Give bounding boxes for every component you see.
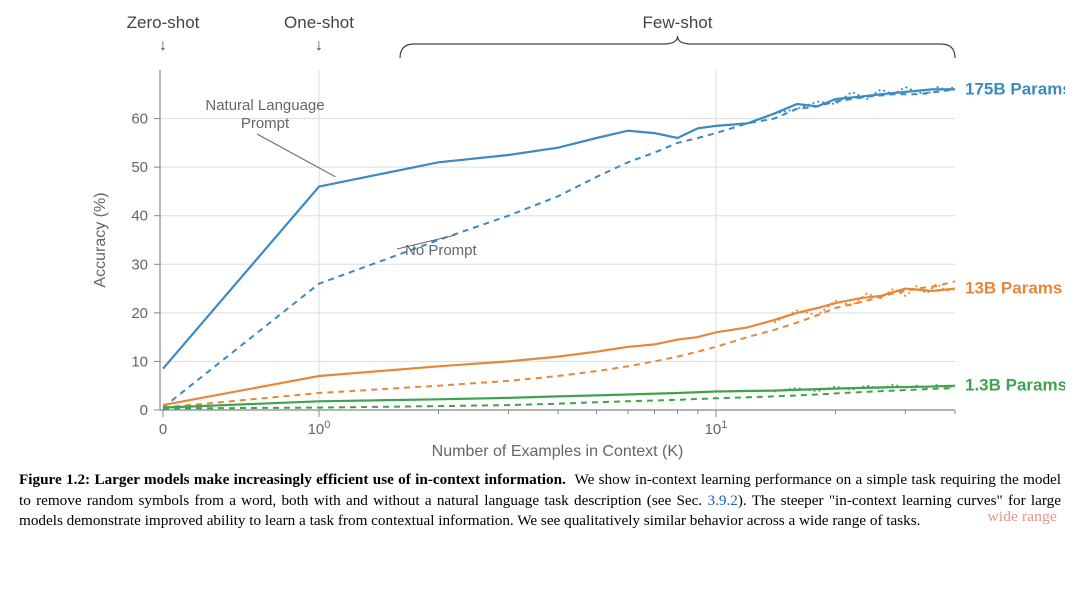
svg-text:Natural Language: Natural Language	[205, 97, 324, 114]
svg-text:Zero-shot: Zero-shot	[127, 13, 200, 32]
figure-caption: Figure 1.2: Larger models make increasin…	[15, 460, 1065, 532]
caption-title: Larger models make increasingly efficien…	[94, 471, 565, 488]
svg-text:Prompt: Prompt	[241, 115, 290, 132]
svg-text:175B Params: 175B Params	[965, 79, 1065, 98]
svg-text:13B Params: 13B Params	[965, 279, 1062, 298]
svg-text:101: 101	[705, 419, 728, 438]
svg-text:0: 0	[159, 421, 167, 438]
svg-text:Few-shot: Few-shot	[643, 13, 713, 32]
svg-text:30: 30	[131, 256, 148, 273]
svg-text:1.3B Params: 1.3B Params	[965, 376, 1065, 395]
caption-link: 3.9.2	[707, 492, 737, 509]
chart: 0 10 20 30 40 50 60 Accuracy (%) 0 100 101 Number o…	[15, 10, 1065, 460]
svg-text:50: 50	[131, 159, 148, 176]
svg-text:↓: ↓	[159, 37, 167, 54]
svg-text:↓: ↓	[315, 37, 323, 54]
watermark: wide range	[987, 509, 1057, 526]
svg-text:Number of Examples in Context: Number of Examples in Context (K)	[432, 443, 684, 460]
caption-fignum: Figure 1.2:	[19, 471, 90, 488]
svg-text:20: 20	[131, 305, 148, 322]
svg-text:0: 0	[140, 402, 148, 419]
svg-text:10: 10	[131, 353, 148, 370]
svg-text:40: 40	[131, 208, 148, 225]
svg-text:60: 60	[131, 111, 148, 128]
svg-text:One-shot: One-shot	[284, 13, 354, 32]
svg-text:Accuracy (%): Accuracy (%)	[92, 192, 109, 287]
svg-text:100: 100	[308, 419, 331, 438]
